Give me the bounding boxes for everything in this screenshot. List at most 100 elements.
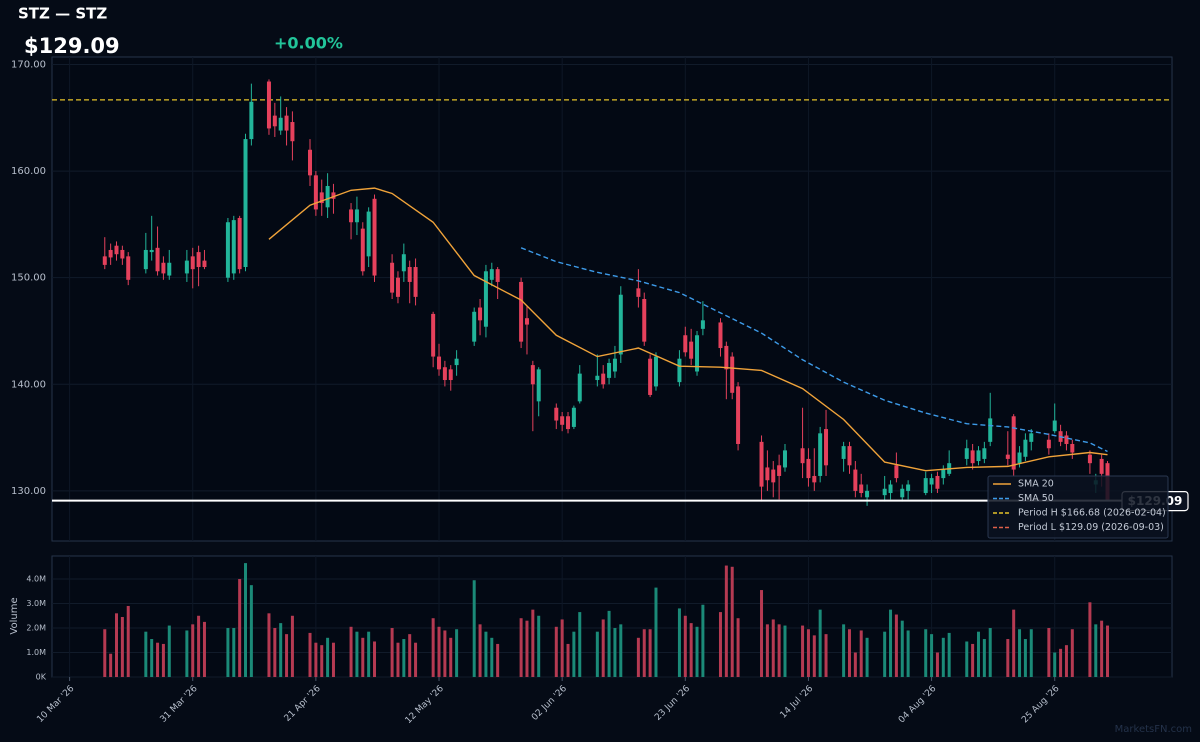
volume-bar xyxy=(976,631,980,677)
volume-bar xyxy=(408,634,412,677)
y-tick-label: 150.00 xyxy=(11,273,46,284)
candle-body xyxy=(249,101,254,140)
volume-bar xyxy=(320,645,324,677)
volume-bar xyxy=(971,643,975,677)
candle-body xyxy=(483,271,488,327)
volume-bar xyxy=(1059,648,1063,677)
volume-bar xyxy=(355,631,359,677)
candle-body xyxy=(237,217,242,270)
volume-bar xyxy=(689,623,693,677)
candle-body xyxy=(407,267,412,282)
volume-bar xyxy=(730,566,734,677)
candle-body xyxy=(1087,454,1092,464)
volume-bar xyxy=(414,642,418,677)
candle-body xyxy=(824,429,829,466)
sma-line xyxy=(268,187,1108,472)
volume-bar xyxy=(396,642,400,677)
candle-body xyxy=(1023,439,1028,457)
volume-bar xyxy=(150,639,154,677)
candle-body xyxy=(1046,439,1051,449)
candle-body xyxy=(806,458,811,479)
candle-body xyxy=(1011,416,1016,470)
volume-bar xyxy=(249,585,253,677)
volume-bar xyxy=(683,615,687,677)
candle-body xyxy=(882,488,887,496)
candle-body xyxy=(390,262,395,293)
volume-bar xyxy=(226,628,230,677)
volume-tick-label: 0K xyxy=(36,673,47,682)
volume-bar xyxy=(279,623,283,677)
volume-bar xyxy=(103,629,107,677)
candle-body xyxy=(360,228,365,272)
volume-bar xyxy=(455,629,459,677)
candle-body xyxy=(853,469,858,491)
candle-body xyxy=(636,288,641,297)
candle-body xyxy=(847,446,852,466)
volume-bar xyxy=(519,618,523,677)
volume-bar xyxy=(367,631,371,677)
candle-body xyxy=(454,358,459,366)
volume-bar xyxy=(373,641,377,677)
candle-body xyxy=(601,373,606,385)
volume-bar xyxy=(677,608,681,677)
candle-body xyxy=(530,365,535,385)
volume-bar xyxy=(197,615,201,677)
candle-body xyxy=(560,416,565,425)
candle-body xyxy=(607,362,612,378)
candle-body xyxy=(489,269,494,280)
volume-bar xyxy=(273,628,277,677)
volume-bar xyxy=(613,628,617,677)
volume-bar xyxy=(484,631,488,677)
candle-body xyxy=(724,345,729,370)
candle-body xyxy=(472,311,477,342)
legend-label: Period H $166.68 (2026-02-04) xyxy=(1018,508,1166,519)
volume-bar xyxy=(935,652,939,677)
volume-bar xyxy=(161,643,165,677)
candle-body xyxy=(730,356,735,393)
volume-bar xyxy=(824,634,828,677)
legend xyxy=(987,475,1169,539)
candle-body xyxy=(354,209,359,223)
volume-bar xyxy=(1018,629,1022,677)
volume-bar xyxy=(853,652,857,677)
candle-body xyxy=(319,192,324,204)
candle-body xyxy=(266,81,271,129)
candle-body xyxy=(765,467,770,481)
volume-bar xyxy=(982,639,986,677)
volume-bar xyxy=(636,637,640,677)
price-panel xyxy=(51,56,1173,542)
volume-bar xyxy=(1094,624,1098,677)
candle-body xyxy=(759,441,764,487)
candle-body xyxy=(413,267,418,297)
candle-body xyxy=(865,490,870,498)
candle-body xyxy=(1070,443,1075,453)
candle-body xyxy=(167,262,172,276)
candle-body xyxy=(900,488,905,498)
volume-bar xyxy=(572,631,576,677)
volume-bar xyxy=(988,628,992,677)
volume-tick-label: 1.0M xyxy=(26,648,46,657)
candle-body xyxy=(683,335,688,353)
volume-bar xyxy=(314,642,318,677)
candle-body xyxy=(818,433,823,476)
candle-body xyxy=(308,149,313,176)
volume-bar xyxy=(1088,602,1092,677)
candle-body xyxy=(202,260,207,268)
candle-body xyxy=(941,469,946,479)
change-label: +0.00% xyxy=(274,34,343,53)
volume-bar xyxy=(736,618,740,677)
candle-body xyxy=(677,358,682,383)
candle-body xyxy=(571,407,576,427)
candle-body xyxy=(395,277,400,297)
candle-body xyxy=(155,247,160,272)
candle-body xyxy=(935,475,940,489)
candle-body xyxy=(653,356,658,387)
candle-body xyxy=(888,484,893,494)
volume-bar xyxy=(847,629,851,677)
candle-body xyxy=(718,322,723,349)
chart-title: STZ — STZ xyxy=(18,5,107,23)
volume-bar xyxy=(185,630,189,677)
candle-body xyxy=(442,367,447,381)
candle-body xyxy=(437,356,442,370)
volume-bar xyxy=(1029,629,1033,677)
